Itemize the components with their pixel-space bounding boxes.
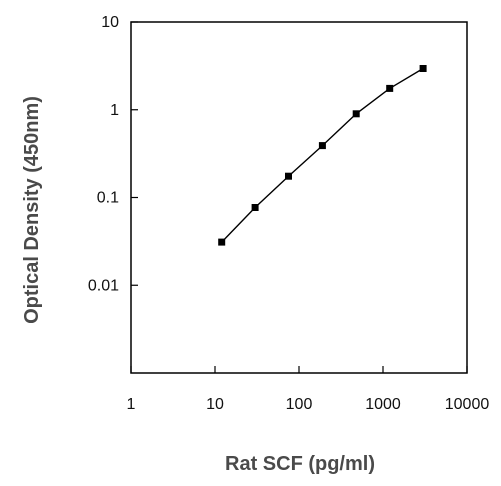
data-point-marker (352, 110, 360, 118)
y-axis-title: Optical Density (450nm) (21, 96, 43, 324)
plot-area-frame (130, 21, 468, 374)
series-layer (218, 65, 427, 246)
y-tick-label: 0.01 (88, 277, 119, 294)
x-tick-label: 100 (286, 396, 313, 413)
y-tick-label: 0.1 (97, 190, 119, 207)
x-tick-label: 1000 (365, 396, 401, 413)
data-point-marker (318, 142, 326, 150)
data-point-marker (419, 65, 427, 72)
x-axis-ticks: 1 10 100 1000 10000 (127, 366, 490, 413)
data-point-marker (285, 172, 292, 180)
x-tick-label: 10 (206, 396, 224, 413)
y-tick-label: 1 (110, 102, 119, 119)
x-tick-label: 1 (127, 396, 136, 413)
y-tick-label: 10 (101, 14, 119, 31)
data-point-marker (251, 204, 259, 211)
data-point-marker (386, 84, 394, 92)
x-tick-label: 10000 (445, 396, 490, 413)
x-axis-title: Rat SCF (pg/ml) (225, 453, 375, 475)
data-point-marker (218, 238, 226, 246)
y-axis-ticks: 0.01 0.1 1 10 (88, 14, 138, 294)
